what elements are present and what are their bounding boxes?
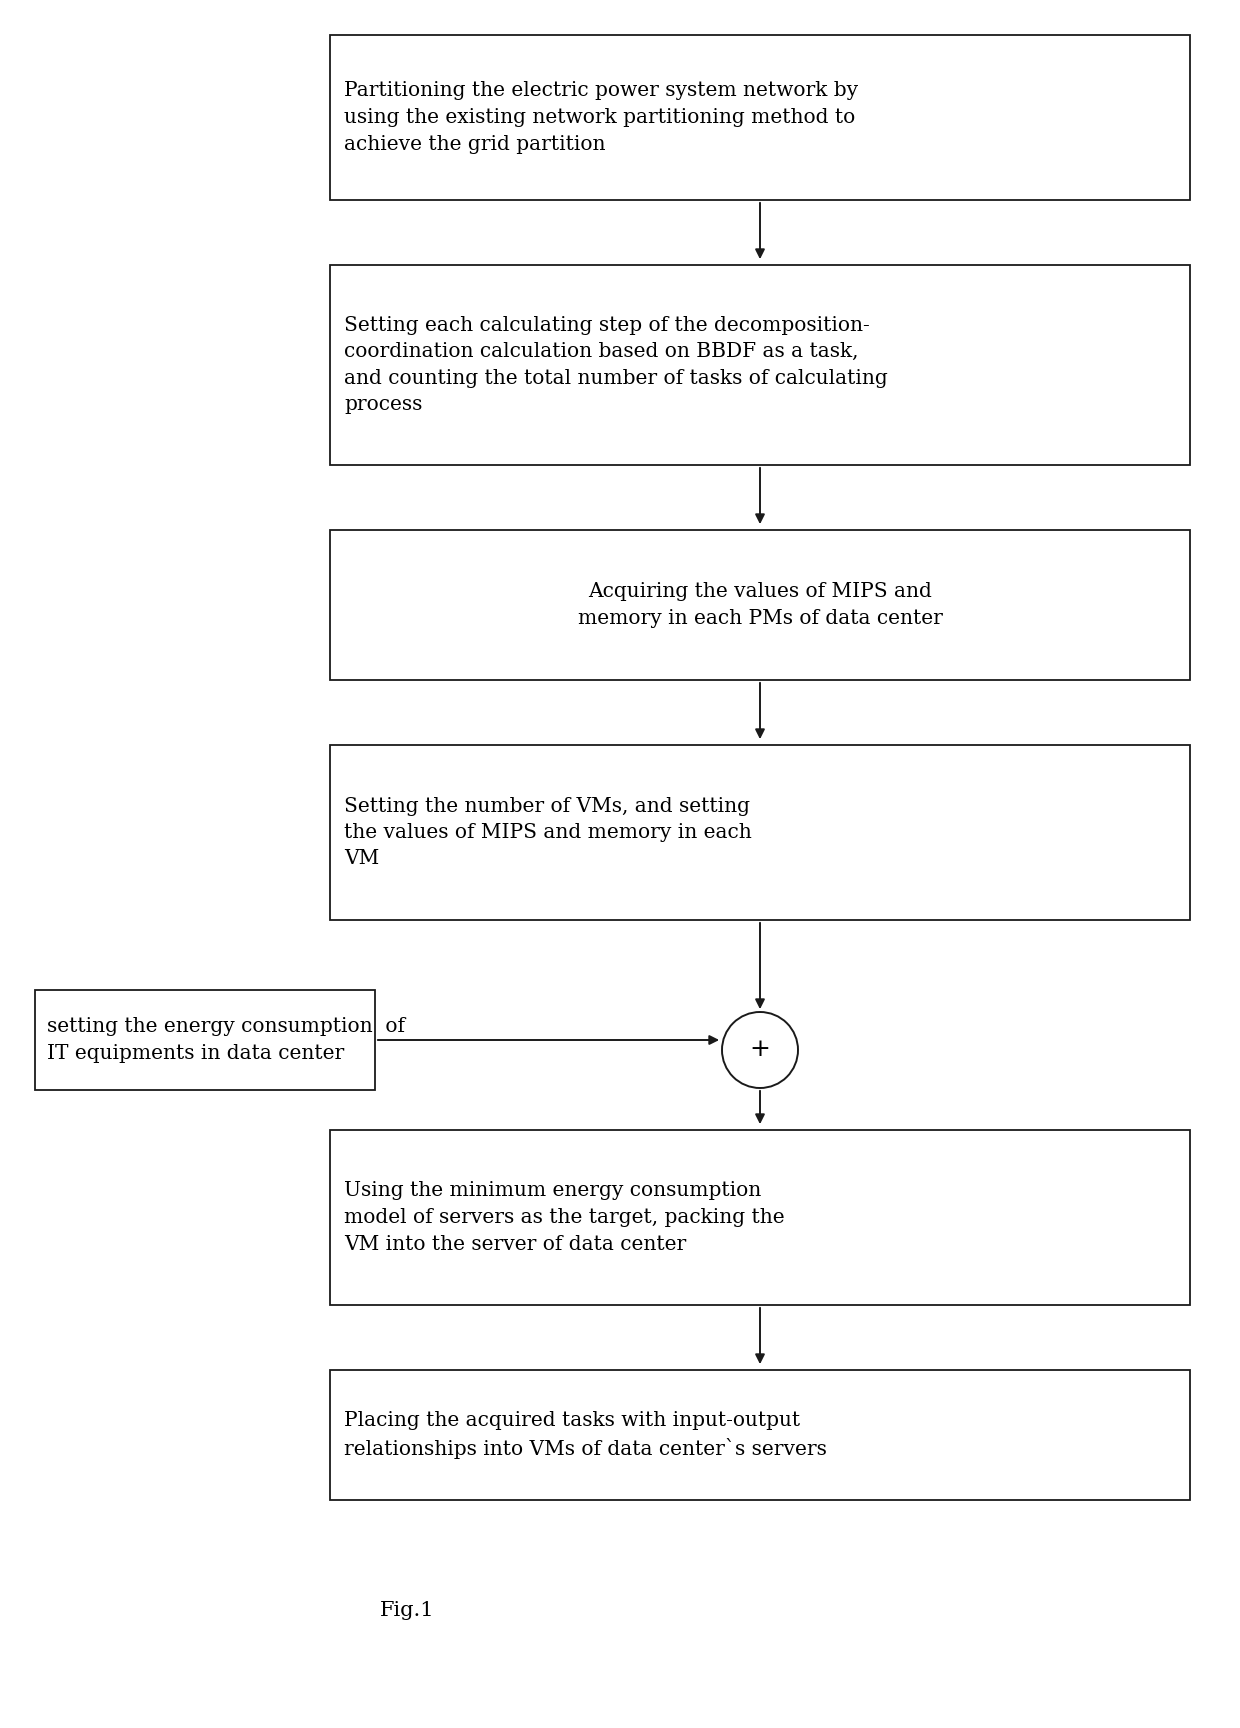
Bar xyxy=(330,1370,1190,1500)
Ellipse shape xyxy=(722,1013,799,1089)
Text: Setting the number of VMs, and setting
the values of MIPS and memory in each
VM: Setting the number of VMs, and setting t… xyxy=(343,797,751,869)
Text: Setting each calculating step of the decomposition-
coordination calculation bas: Setting each calculating step of the dec… xyxy=(343,316,888,415)
Text: Using the minimum energy consumption
model of servers as the target, packing the: Using the minimum energy consumption mod… xyxy=(343,1182,785,1253)
Text: Partitioning the electric power system network by
using the existing network par: Partitioning the electric power system n… xyxy=(343,81,858,154)
Text: +: + xyxy=(749,1039,770,1061)
Text: Acquiring the values of MIPS and
memory in each PMs of data center: Acquiring the values of MIPS and memory … xyxy=(578,582,942,627)
Text: Fig.1: Fig.1 xyxy=(379,1600,435,1619)
Text: setting the energy consumption  of
IT equipments in data center: setting the energy consumption of IT equ… xyxy=(47,1018,405,1063)
Bar xyxy=(330,745,1190,919)
Bar xyxy=(330,530,1190,681)
Bar xyxy=(35,990,374,1090)
Bar xyxy=(330,264,1190,465)
Bar xyxy=(330,1130,1190,1305)
Text: Placing the acquired tasks with input-output
relationships into VMs of data cent: Placing the acquired tasks with input-ou… xyxy=(343,1410,827,1458)
Bar xyxy=(330,35,1190,200)
